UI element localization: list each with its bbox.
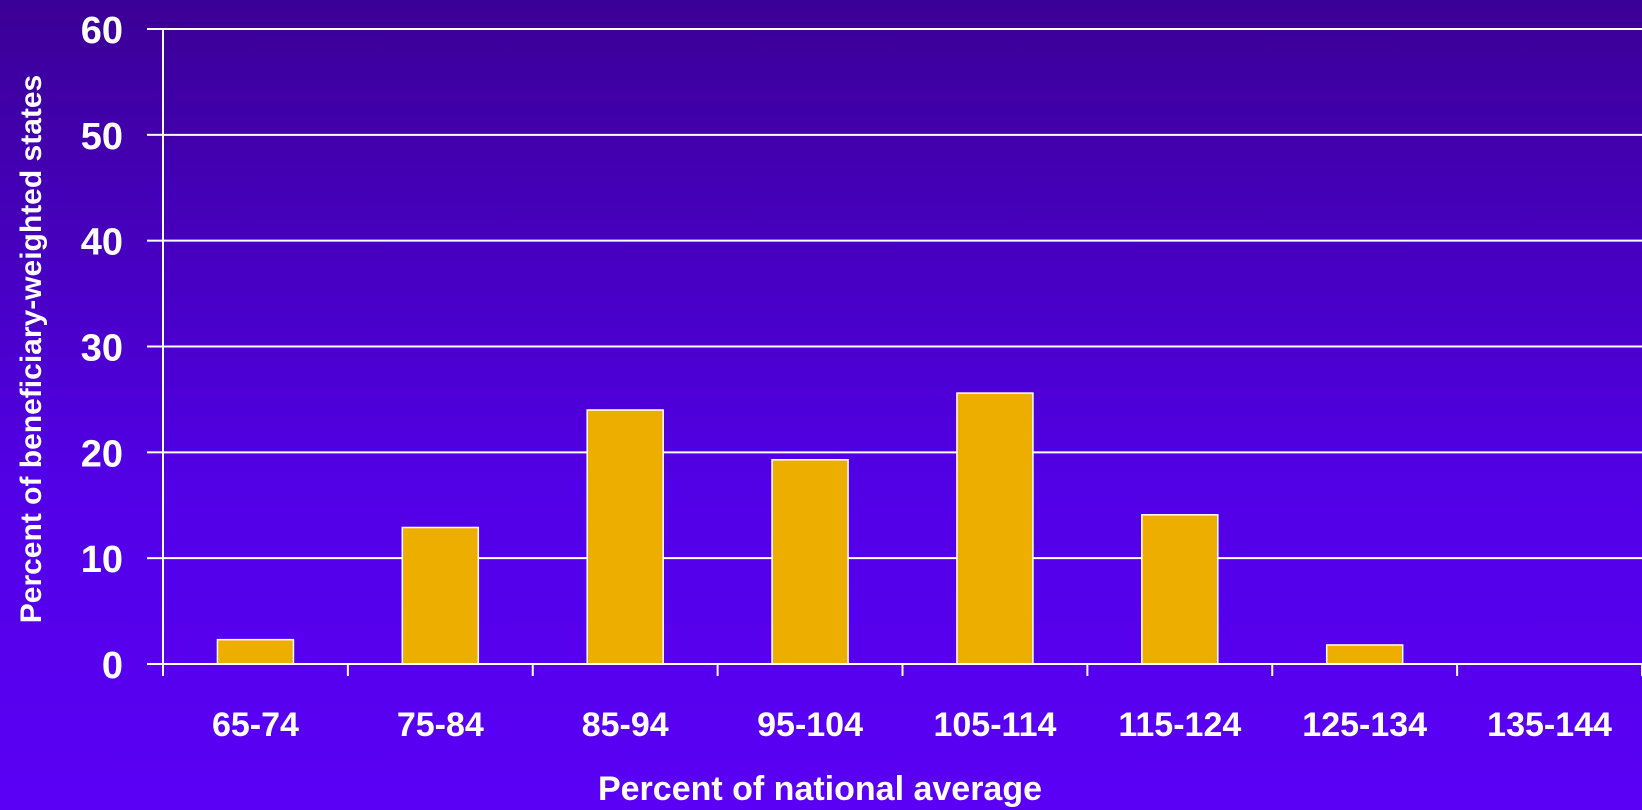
- bar: [1325, 644, 1404, 665]
- x-axis-title: Percent of national average: [598, 770, 1042, 808]
- x-tick-label: 115-124: [1118, 706, 1241, 744]
- y-tick-label: 30: [81, 328, 123, 370]
- y-tick-label: 40: [81, 222, 123, 264]
- x-tick-label: 125-134: [1302, 706, 1427, 744]
- y-tick-label: 60: [81, 10, 123, 52]
- x-tick-labels: 65-74 75-84 85-94 95-104 105-114 115-124 125-1…: [212, 706, 1612, 744]
- y-tick-label: 20: [81, 433, 123, 475]
- bar: [216, 638, 295, 665]
- x-tick-label: 65-74: [212, 706, 299, 744]
- x-tick-label: 85-94: [582, 706, 669, 744]
- y-tick-label: 10: [81, 539, 123, 581]
- gridlines: [163, 28, 1642, 560]
- y-tick-label: 50: [81, 116, 123, 158]
- bar: [401, 526, 480, 665]
- x-tick-label: 135-144: [1487, 706, 1612, 744]
- y-axis-title: Percent of beneficiary-weighted states: [15, 75, 48, 624]
- bar: [956, 392, 1034, 665]
- y-tick-labels: 0 10 20 30 40 50 60: [81, 10, 123, 687]
- y-tick-label: 0: [102, 645, 123, 687]
- bar: [1141, 514, 1219, 665]
- x-tick-label: 105-114: [933, 706, 1056, 744]
- axes: [147, 28, 1642, 676]
- bars: [216, 392, 1404, 665]
- bar: [586, 409, 664, 665]
- bar: [771, 458, 849, 665]
- x-tick-label: 95-104: [757, 706, 863, 744]
- x-tick-label: 75-84: [397, 706, 484, 744]
